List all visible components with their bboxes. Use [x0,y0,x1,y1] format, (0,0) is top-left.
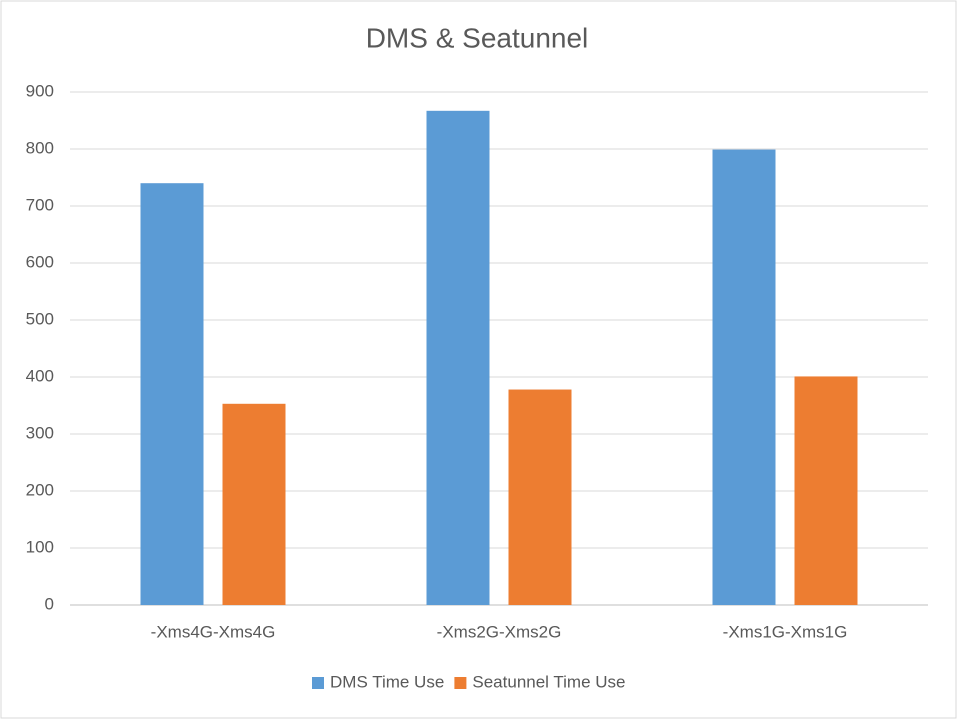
y-tick-label: 500 [26,309,54,328]
y-tick-label: 100 [26,537,54,556]
x-tick-label: -Xms4G-Xms4G [151,622,276,641]
y-tick-label: 400 [26,366,54,385]
y-tick-label: 200 [26,480,54,499]
y-tick-label: 900 [26,81,54,100]
y-tick-label: 700 [26,195,54,214]
x-tick-label: -Xms1G-Xms1G [723,622,848,641]
bar [712,149,776,605]
y-tick-label: 0 [45,594,54,613]
legend-swatch [312,677,324,689]
legend-label: Seatunnel Time Use [472,672,625,691]
x-tick-label: -Xms2G-Xms2G [437,622,562,641]
bar [426,110,490,605]
legend-label: DMS Time Use [330,672,444,691]
bar [222,403,286,605]
y-tick-label: 300 [26,423,54,442]
y-tick-label: 600 [26,252,54,271]
legend-swatch [454,677,467,689]
bar [794,376,858,605]
bar [508,389,572,605]
chart-title: DMS & Seatunnel [366,22,589,53]
y-tick-label: 800 [26,138,54,157]
bar [140,183,204,605]
